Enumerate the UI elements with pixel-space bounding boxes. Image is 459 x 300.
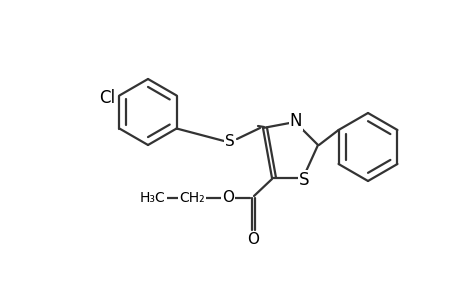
Text: H₃C: H₃C: [140, 191, 166, 205]
Text: O: O: [222, 190, 234, 206]
Text: O: O: [246, 232, 258, 247]
Text: S: S: [298, 171, 308, 189]
Text: Cl: Cl: [99, 88, 115, 106]
Text: N: N: [289, 112, 302, 130]
Text: S: S: [224, 134, 235, 148]
Text: CH₂: CH₂: [179, 191, 204, 205]
